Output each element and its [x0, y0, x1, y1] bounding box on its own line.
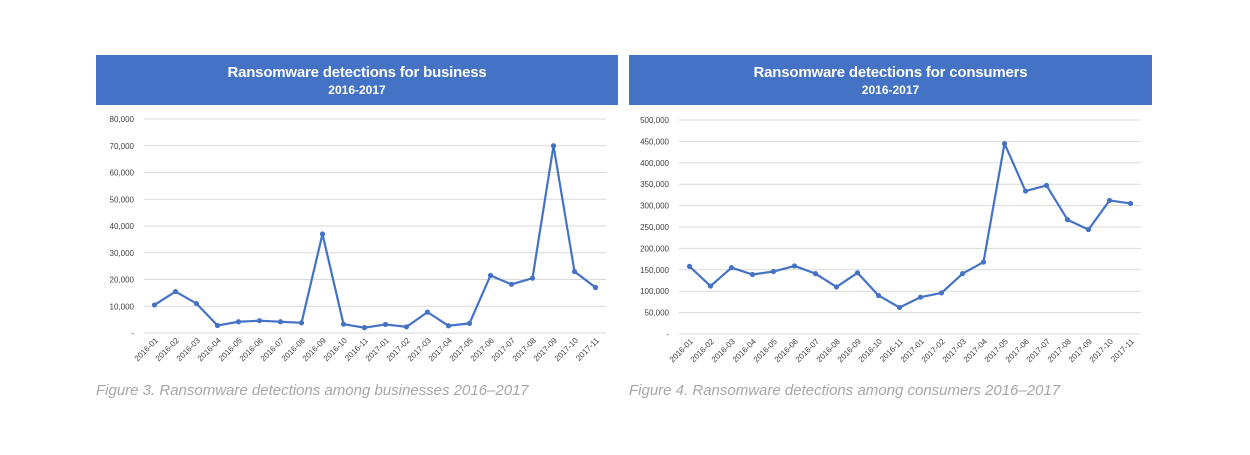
business-data-point	[592, 284, 599, 291]
consumers-y-tick-label: 500,000	[640, 116, 669, 125]
consumers-data-point	[812, 271, 819, 277]
consumers-y-tick-label: -	[666, 330, 669, 339]
business-chart-subtitle: 2016-2017	[328, 83, 386, 97]
business-data-point	[214, 322, 221, 329]
business-chart-panel: Ransomware detections for business 2016-…	[96, 55, 618, 380]
consumers-y-tick-label: 150,000	[640, 266, 669, 275]
business-data-point	[487, 272, 494, 279]
consumers-x-tick-label: 2017-11	[1109, 337, 1136, 364]
consumers-data-point	[1064, 217, 1071, 223]
business-data-point	[424, 309, 431, 315]
business-data-point	[445, 323, 452, 329]
consumers-chart-panel: Ransomware detections for consumers 2016…	[629, 55, 1152, 380]
business-figure-caption: Figure 3. Ransomware detections among bu…	[96, 382, 529, 399]
consumers-y-tick-label: 250,000	[640, 223, 669, 232]
business-data-point	[550, 143, 557, 149]
business-data-point	[319, 231, 326, 237]
business-y-tick-label: 40,000	[110, 222, 135, 231]
consumers-data-point	[686, 263, 693, 269]
consumers-data-point	[1127, 200, 1134, 207]
consumers-data-point	[707, 283, 714, 289]
consumers-y-tick-label: 400,000	[640, 159, 669, 168]
business-y-tick-label: 60,000	[110, 169, 135, 178]
consumers-data-point	[959, 271, 966, 277]
consumers-chart-subtitle: 2016-2017	[861, 83, 920, 97]
business-data-point	[571, 268, 578, 275]
business-data-point	[508, 281, 515, 287]
business-data-point	[193, 300, 200, 307]
consumers-y-tick-label: 100,000	[640, 287, 669, 296]
business-line-chart: - 10,000 20,000 30,000 40,000 50,000 60,000 70,…	[110, 115, 606, 363]
consumers-data-point	[917, 294, 924, 300]
business-y-tick-label: 50,000	[110, 195, 135, 204]
business-series-line	[153, 144, 597, 329]
consumers-y-tick-label: 300,000	[640, 202, 669, 211]
consumers-data-point	[833, 284, 840, 290]
business-y-tick-label: 70,000	[110, 142, 135, 151]
business-data-point	[151, 302, 158, 308]
consumers-data-point	[896, 304, 903, 311]
consumers-data-point	[1022, 188, 1029, 194]
consumers-data-point	[770, 268, 777, 275]
consumers-line-chart: - 50,000 100,000 150,000 200,000 250,000 300,0…	[640, 116, 1141, 364]
business-data-point	[529, 275, 536, 281]
consumers-chart-header: Ransomware detections for consumers 2016…	[629, 55, 1152, 105]
consumers-data-point	[938, 290, 945, 296]
consumers-data-point	[1001, 140, 1008, 147]
consumers-y-tick-label: 200,000	[640, 244, 669, 253]
business-data-point	[235, 319, 242, 325]
consumers-data-point	[854, 270, 861, 276]
business-y-tick-label: -	[131, 329, 134, 338]
consumers-y-tick-label: 450,000	[640, 137, 669, 146]
consumers-data-point	[1043, 182, 1050, 189]
consumers-data-point	[875, 292, 882, 299]
consumers-series-line	[688, 142, 1131, 309]
business-data-point	[382, 321, 389, 328]
business-data-point	[172, 288, 179, 295]
business-data-point	[340, 321, 347, 327]
consumers-data-point	[1106, 197, 1113, 204]
consumers-data-point	[980, 259, 987, 265]
business-data-point	[466, 320, 473, 326]
business-data-point	[403, 324, 410, 330]
business-chart-header: Ransomware detections for business 2016-…	[96, 55, 618, 105]
consumers-y-tick-label: 350,000	[640, 180, 669, 189]
business-data-point	[298, 320, 305, 326]
consumers-data-point	[728, 265, 735, 271]
business-y-tick-label: 10,000	[110, 302, 135, 311]
business-chart-title: Ransomware detections for business	[227, 64, 487, 81]
consumers-chart-title: Ransomware detections for consumers	[753, 64, 1028, 81]
business-data-point	[277, 319, 284, 325]
business-x-tick-label: 2017-11	[574, 336, 601, 363]
consumers-data-point	[791, 263, 798, 269]
business-data-point	[361, 325, 368, 331]
consumers-data-point	[749, 271, 756, 278]
business-y-tick-label: 30,000	[110, 249, 135, 258]
business-data-point	[256, 318, 263, 324]
consumers-data-point	[1085, 226, 1092, 233]
business-y-tick-label: 20,000	[110, 276, 135, 285]
consumers-figure-caption: Figure 4. Ransomware detections among co…	[629, 382, 1061, 399]
consumers-y-tick-label: 50,000	[645, 309, 670, 318]
business-y-tick-label: 80,000	[110, 115, 135, 124]
